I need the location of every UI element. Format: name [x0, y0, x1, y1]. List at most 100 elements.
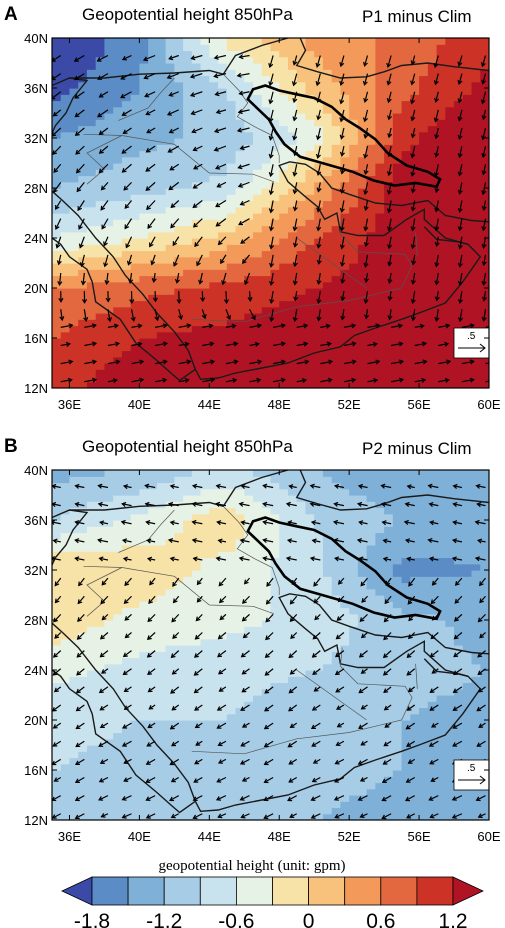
field-cell	[130, 482, 140, 490]
field-cell	[121, 319, 132, 327]
field-cell	[86, 613, 97, 621]
field-cell	[471, 244, 481, 252]
field-cell	[148, 482, 158, 490]
field-cell	[104, 238, 114, 245]
field-cell	[314, 813, 324, 820]
field-cell	[270, 300, 280, 308]
field-cell	[183, 106, 193, 114]
field-cell	[130, 194, 140, 202]
field-cell	[401, 263, 411, 270]
field-cell	[200, 369, 210, 377]
field-cell	[60, 363, 71, 370]
field-cell	[314, 369, 324, 377]
wind-vector	[214, 91, 227, 97]
field-cell	[191, 470, 202, 477]
field-cell	[314, 551, 324, 559]
wind-vector	[202, 341, 215, 347]
wind-vector	[438, 323, 451, 329]
field-cell	[462, 63, 473, 70]
field-cell	[314, 100, 324, 108]
field-cell	[174, 56, 184, 64]
field-cell	[113, 770, 123, 777]
field-cell	[113, 663, 123, 671]
field-cell	[401, 88, 411, 95]
field-cell	[445, 156, 455, 164]
field-cell	[322, 757, 333, 765]
field-cell	[95, 81, 106, 89]
field-cell	[139, 470, 149, 477]
field-cell	[366, 238, 376, 245]
field-cell	[121, 313, 132, 320]
field-cell	[209, 501, 219, 509]
field-cell	[305, 470, 315, 477]
field-cell	[139, 144, 149, 152]
field-cell	[366, 113, 376, 120]
field-cell	[322, 94, 333, 102]
wind-vector	[434, 127, 440, 140]
field-cell	[113, 256, 123, 264]
field-cell	[52, 695, 62, 702]
field-cell	[69, 588, 79, 596]
field-cell	[60, 751, 71, 759]
field-cell	[287, 44, 298, 52]
field-cell	[384, 94, 394, 102]
field-cell	[270, 582, 280, 590]
field-cell	[419, 275, 429, 283]
wind-vector	[98, 145, 109, 154]
field-cell	[270, 75, 280, 83]
field-cell	[174, 763, 184, 771]
field-cell	[366, 125, 376, 133]
field-cell	[270, 726, 280, 734]
field-cell	[69, 770, 79, 777]
field-cell	[174, 620, 184, 627]
field-cell	[235, 626, 245, 634]
field-cell	[95, 613, 106, 621]
field-cell	[60, 495, 71, 502]
field-cell	[78, 356, 88, 364]
wind-vector	[316, 236, 322, 249]
field-cell	[86, 688, 97, 696]
field-cell	[148, 570, 158, 577]
field-cell	[183, 244, 193, 252]
field-cell	[104, 532, 114, 540]
field-cell	[174, 275, 184, 283]
field-cell	[209, 144, 219, 152]
field-cell	[244, 38, 254, 45]
field-cell	[165, 175, 175, 183]
wind-vector	[363, 145, 369, 159]
field-cell	[200, 720, 210, 727]
field-cell	[183, 751, 193, 759]
field-cell	[95, 782, 106, 790]
field-cell	[357, 44, 368, 52]
field-cell	[235, 751, 245, 759]
field-cell	[156, 770, 167, 777]
wind-vector	[316, 309, 322, 322]
field-cell	[419, 188, 429, 195]
wind-vector	[273, 341, 286, 347]
field-cell	[104, 263, 114, 270]
field-cell	[270, 150, 280, 158]
field-cell	[130, 56, 140, 64]
field-cell	[445, 75, 455, 83]
field-cell	[235, 294, 245, 302]
field-cell	[226, 757, 237, 765]
field-cell	[183, 476, 193, 484]
field-cell	[261, 520, 272, 527]
field-cell	[148, 294, 158, 302]
field-cell	[357, 94, 368, 102]
field-cell	[95, 88, 106, 95]
field-cell	[200, 470, 210, 477]
field-cell	[69, 626, 79, 634]
field-cell	[392, 338, 403, 345]
field-cell	[226, 175, 237, 183]
field-cell	[340, 125, 350, 133]
field-cell	[121, 188, 132, 195]
field-cell	[139, 306, 149, 314]
field-cell	[218, 169, 228, 177]
field-cell	[287, 125, 298, 133]
field-cell	[60, 763, 71, 771]
field-cell	[209, 369, 219, 377]
field-cell	[436, 69, 446, 77]
field-cell	[218, 156, 228, 164]
field-cell	[445, 363, 455, 370]
